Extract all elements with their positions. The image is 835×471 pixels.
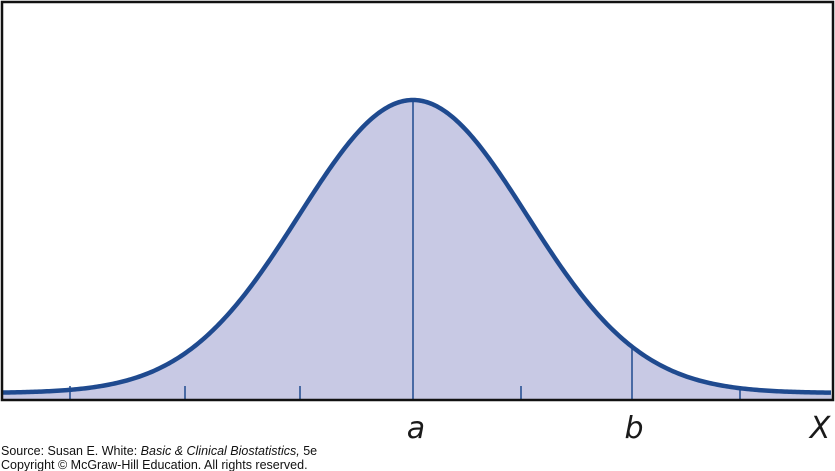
source-line: Source: Susan E. White: Basic & Clinical…	[1, 444, 317, 458]
label-a: a	[407, 411, 425, 446]
label-b: b	[624, 411, 643, 446]
normal-curve	[2, 97, 832, 395]
frame	[0, 0, 835, 402]
copyright: Copyright © McGraw-Hill Education. All r…	[1, 458, 308, 471]
curve-area	[3, 100, 832, 400]
source-title: Basic & Clinical Biostatistics,	[141, 444, 300, 458]
label-x: X	[808, 411, 832, 446]
source-prefix: Source: Susan E. White:	[1, 444, 141, 458]
source-edition: 5e	[300, 444, 317, 458]
